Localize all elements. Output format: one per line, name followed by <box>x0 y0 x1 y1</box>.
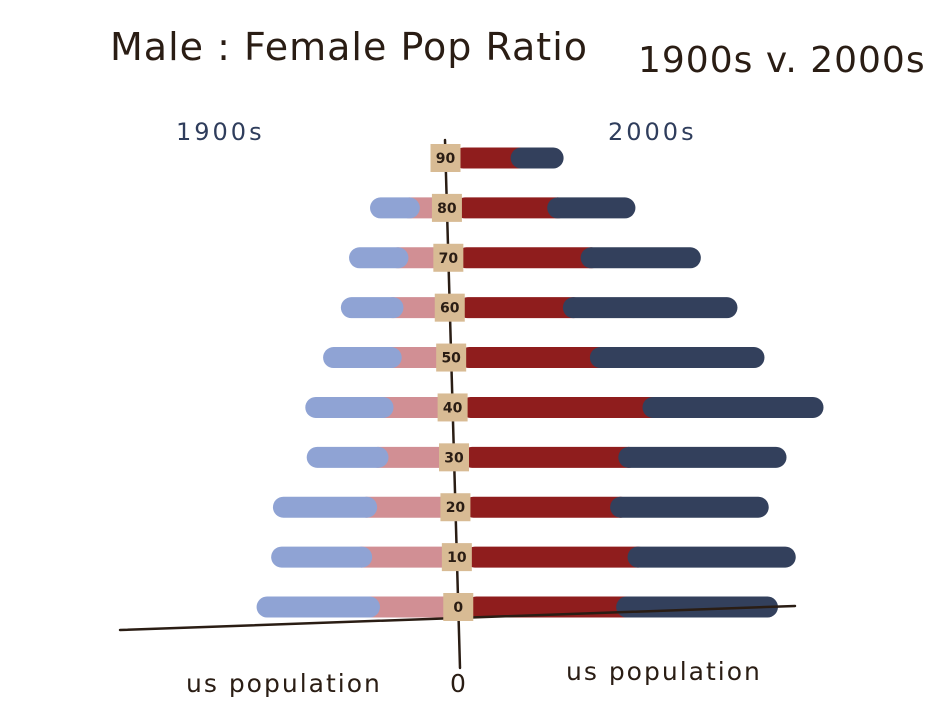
age-tick-70: 70 <box>433 243 464 272</box>
age-tick-box <box>439 443 470 472</box>
origin-label: 0 <box>450 669 468 698</box>
age-tick-40: 40 <box>437 393 468 422</box>
age-tick-box <box>433 243 464 272</box>
age-tick-box <box>431 193 462 222</box>
age-tick-50: 50 <box>436 343 467 372</box>
left-x-axis-label: us population <box>186 669 382 698</box>
left-era-label: 1900s <box>176 118 265 146</box>
age-tick-90: 90 <box>430 144 461 172</box>
age-tick-label: 40 <box>443 400 463 416</box>
age-tick-box <box>441 543 472 572</box>
age-tick-30: 30 <box>439 443 470 472</box>
age-tick-label: 10 <box>447 550 467 566</box>
bars-group <box>256 147 824 618</box>
age-tick-10: 10 <box>441 543 472 572</box>
age-tick-box <box>434 293 465 322</box>
age-tick-80: 80 <box>431 193 462 222</box>
age-ticks-group: 0 10 20 30 40 50 60 70 80 90 <box>430 144 474 621</box>
right-era-label: 2000s <box>608 118 697 146</box>
age-tick-label: 20 <box>446 500 466 516</box>
age-tick-0: 0 <box>443 593 474 621</box>
age-tick-60: 60 <box>434 293 465 322</box>
age-tick-label: 50 <box>441 351 461 367</box>
right-x-axis-label: us population <box>566 657 762 686</box>
age-tick-box <box>430 144 461 172</box>
age-tick-box <box>436 343 467 372</box>
age-tick-box <box>437 393 468 422</box>
age-tick-box <box>443 593 474 621</box>
age-tick-label: 30 <box>444 450 464 466</box>
age-tick-20: 20 <box>440 493 471 522</box>
chart-subtitle: 1900s v. 2000s <box>638 40 926 81</box>
chart-title: Male : Female Pop Ratio <box>110 25 588 69</box>
age-tick-box <box>440 493 471 522</box>
age-tick-label: 60 <box>440 301 460 317</box>
age-tick-label: 80 <box>437 201 457 217</box>
age-tick-label: 70 <box>439 251 459 267</box>
age-tick-label: 90 <box>436 151 456 167</box>
age-tick-label: 0 <box>453 600 463 616</box>
